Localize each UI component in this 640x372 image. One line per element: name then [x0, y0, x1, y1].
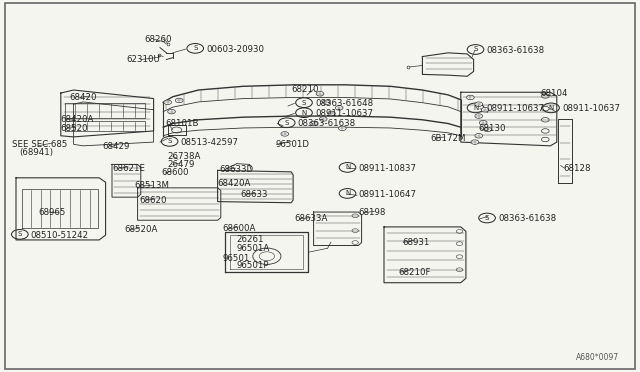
Circle shape: [164, 100, 172, 105]
Circle shape: [328, 111, 335, 116]
Text: 68965: 68965: [38, 208, 66, 217]
Text: 68633: 68633: [240, 190, 268, 199]
Circle shape: [481, 108, 489, 112]
Circle shape: [310, 121, 317, 126]
Text: S: S: [193, 45, 197, 51]
Text: 68931: 68931: [402, 238, 429, 247]
Circle shape: [335, 106, 343, 110]
Text: 08363-61648: 08363-61648: [315, 99, 373, 108]
Text: 26479: 26479: [168, 160, 195, 169]
Text: 68130: 68130: [479, 124, 506, 133]
Text: 08911-10637: 08911-10637: [486, 104, 545, 113]
Text: (68941): (68941): [19, 148, 53, 157]
Circle shape: [475, 134, 483, 138]
Text: S: S: [18, 231, 22, 237]
Text: S: S: [168, 138, 172, 144]
Circle shape: [475, 114, 483, 118]
Text: 68210F: 68210F: [398, 268, 431, 277]
Text: 68621E: 68621E: [112, 164, 145, 173]
Text: 68600A: 68600A: [223, 224, 256, 233]
Circle shape: [339, 126, 346, 131]
Text: 08911-10637: 08911-10637: [562, 104, 620, 113]
Text: 08363-61638: 08363-61638: [498, 214, 556, 223]
Text: N: N: [548, 105, 554, 111]
Text: 08510-51242: 08510-51242: [31, 231, 89, 240]
Circle shape: [484, 127, 492, 132]
Text: 08911-10647: 08911-10647: [358, 190, 417, 199]
Text: S: S: [302, 100, 306, 106]
Text: 96501: 96501: [223, 254, 250, 263]
Text: N: N: [345, 164, 350, 170]
Text: 68128: 68128: [563, 164, 591, 173]
Text: 26738A: 26738A: [168, 152, 201, 161]
Text: 96501A: 96501A: [237, 244, 270, 253]
Text: 08911-10837: 08911-10837: [358, 164, 417, 173]
Text: 68633D: 68633D: [219, 165, 253, 174]
Circle shape: [316, 92, 324, 96]
Text: N: N: [473, 105, 478, 111]
Text: 68520A: 68520A: [125, 225, 158, 234]
Circle shape: [471, 140, 479, 144]
Text: 08363-61638: 08363-61638: [486, 46, 545, 55]
Text: N: N: [345, 190, 350, 196]
Text: 68101B: 68101B: [165, 119, 198, 128]
Circle shape: [319, 117, 327, 121]
Text: 96501P: 96501P: [237, 262, 269, 270]
Text: S: S: [285, 120, 289, 126]
Text: 96501D: 96501D: [275, 140, 309, 149]
Circle shape: [168, 109, 175, 114]
Text: 08513-42597: 08513-42597: [180, 138, 239, 147]
Text: 68104: 68104: [541, 89, 568, 98]
Text: 08911-10637: 08911-10637: [315, 109, 373, 118]
Text: S: S: [474, 46, 477, 52]
Text: N: N: [301, 110, 307, 116]
Text: 68429: 68429: [102, 142, 130, 151]
Text: 6B172M: 6B172M: [430, 134, 465, 143]
Text: 68420A: 68420A: [218, 179, 251, 187]
Text: 68420: 68420: [69, 93, 97, 102]
Circle shape: [323, 100, 330, 105]
Text: 68420A: 68420A: [61, 115, 94, 124]
Circle shape: [475, 102, 483, 106]
Text: 68633A: 68633A: [294, 214, 328, 223]
Text: 00603-20930: 00603-20930: [206, 45, 264, 54]
Text: 68260: 68260: [144, 35, 172, 44]
Text: 08363-61638: 08363-61638: [298, 119, 356, 128]
Text: S: S: [485, 215, 489, 221]
Text: 68210: 68210: [291, 85, 319, 94]
Text: 68198: 68198: [358, 208, 386, 217]
Text: 68620: 68620: [140, 196, 167, 205]
Circle shape: [467, 95, 474, 100]
Text: SEE SEC.685: SEE SEC.685: [12, 140, 67, 149]
Text: 62310U: 62310U: [127, 55, 161, 64]
Circle shape: [281, 132, 289, 136]
Circle shape: [175, 98, 183, 103]
Text: 68513M: 68513M: [134, 182, 170, 190]
Text: A680*0097: A680*0097: [577, 353, 620, 362]
Text: 68600: 68600: [161, 169, 189, 177]
Text: 26261: 26261: [237, 235, 264, 244]
Circle shape: [479, 121, 487, 125]
Text: 68520: 68520: [61, 124, 88, 133]
